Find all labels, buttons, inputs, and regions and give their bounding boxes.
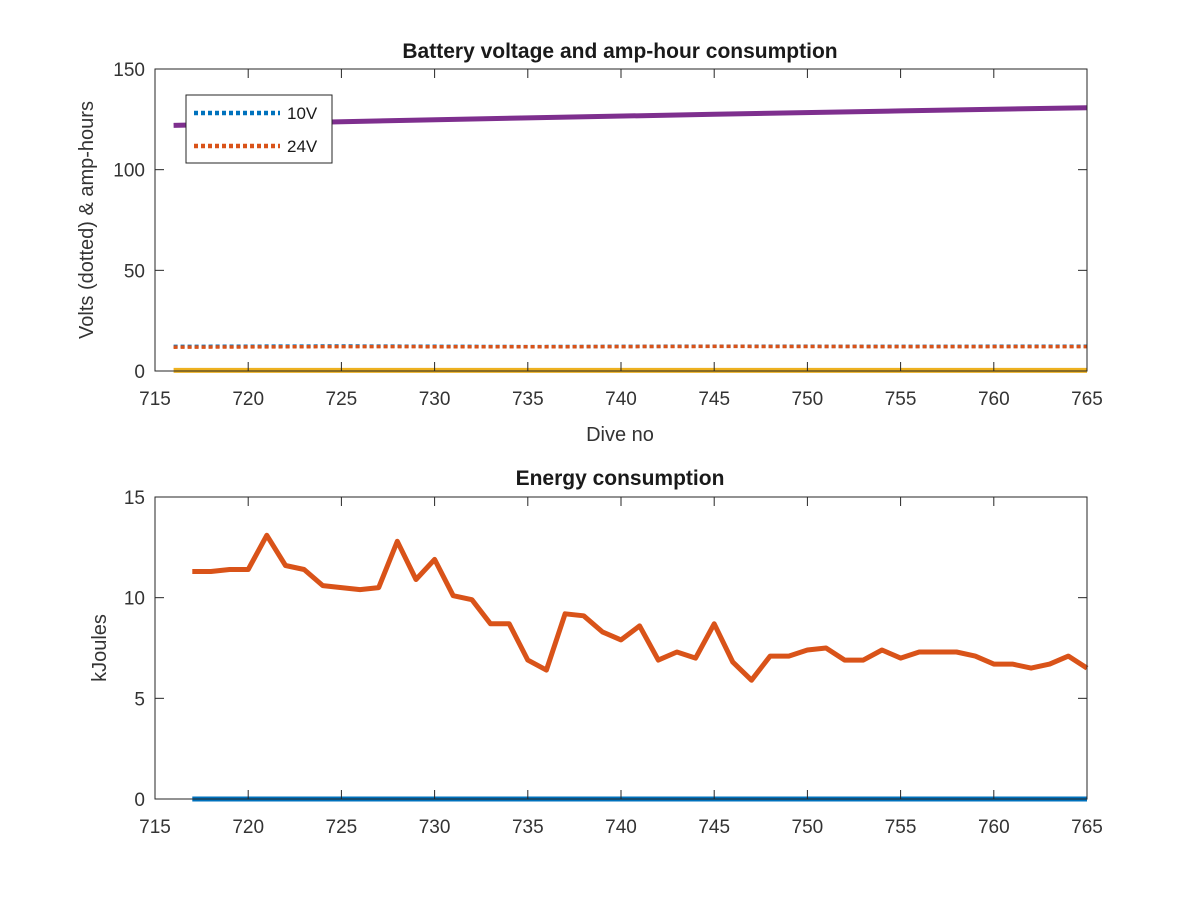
energy-ticks-layer: 715 720 725 730 735 740 745 750 755 760 765 0 5 10 15 [124, 488, 1103, 838]
energy-x-tick-label-735: 735 [512, 817, 544, 838]
energy-chart-title: Energy consumption [516, 467, 725, 490]
legend-box [185, 94, 333, 164]
energy-y-axis-label: kJoules [89, 614, 111, 682]
legend-24v-label: 24V [287, 137, 318, 156]
voltage-series-line-1 [173, 344, 1087, 349]
energy-x-tick-label-715: 715 [139, 817, 171, 838]
voltage-x-tick-label-745: 745 [698, 389, 730, 410]
energy-x-tick-label-750: 750 [792, 817, 824, 838]
voltage-x-tick-label-735: 735 [512, 389, 544, 410]
energy-y-tick-label-0: 0 [134, 790, 145, 811]
energy-x-tick-label-730: 730 [419, 817, 451, 838]
voltage-y-tick-label-50: 50 [124, 261, 145, 282]
voltage-x-tick-label-760: 760 [978, 389, 1010, 410]
energy-x-tick-label-765: 765 [1071, 817, 1103, 838]
voltage-x-axis-label: Dive no [586, 424, 654, 446]
voltage-x-tick-label-750: 750 [792, 389, 824, 410]
energy-chart: 715 720 725 730 735 740 745 750 755 760 765051015 … [89, 467, 1103, 838]
energy-x-tick-label-755: 755 [885, 817, 917, 838]
energy-y-tick-label-5: 5 [134, 689, 145, 710]
voltage-y-tick-label-100: 100 [113, 161, 145, 182]
energy-x-tick-label-760: 760 [978, 817, 1010, 838]
voltage-ticks-layer: 715 720 725 730 735 740 745 750 755 760 765 0 50 100 1… [113, 60, 1103, 410]
voltage-y-tick-label-0: 0 [134, 362, 145, 383]
voltage-x-tick-label-765: 765 [1071, 389, 1103, 410]
energy-x-tick-label-745: 745 [698, 817, 730, 838]
voltage-chart-title: Battery voltage and amp-hour consumption [402, 40, 837, 63]
voltage-x-tick-label-730: 730 [419, 389, 451, 410]
energy-x-tick-label-740: 740 [605, 817, 637, 838]
energy-y-tick-label-15: 15 [124, 488, 145, 509]
energy-y-tick-label-10: 10 [124, 589, 145, 610]
voltage-y-axis-label: Volts (dotted) & amp-hours [76, 101, 98, 339]
energy-x-tick-label-720: 720 [232, 817, 264, 838]
energy-series-line-1 [192, 532, 1089, 683]
voltage-x-tick-label-755: 755 [885, 389, 917, 410]
legend-10v-label: 10V [287, 104, 318, 123]
voltage-legend: 10V 24V [185, 94, 333, 164]
voltage-x-tick-label-715: 715 [139, 389, 171, 410]
energy-x-tick-label-725: 725 [326, 817, 358, 838]
voltage-y-tick-label-150: 150 [113, 60, 145, 81]
voltage-x-tick-label-725: 725 [326, 389, 358, 410]
voltage-chart: 715 720 725 730 735 740 745 750 755 760 765 0 50 100 1… [76, 40, 1103, 446]
voltage-x-tick-label-720: 720 [232, 389, 264, 410]
voltage-x-tick-label-740: 740 [605, 389, 637, 410]
